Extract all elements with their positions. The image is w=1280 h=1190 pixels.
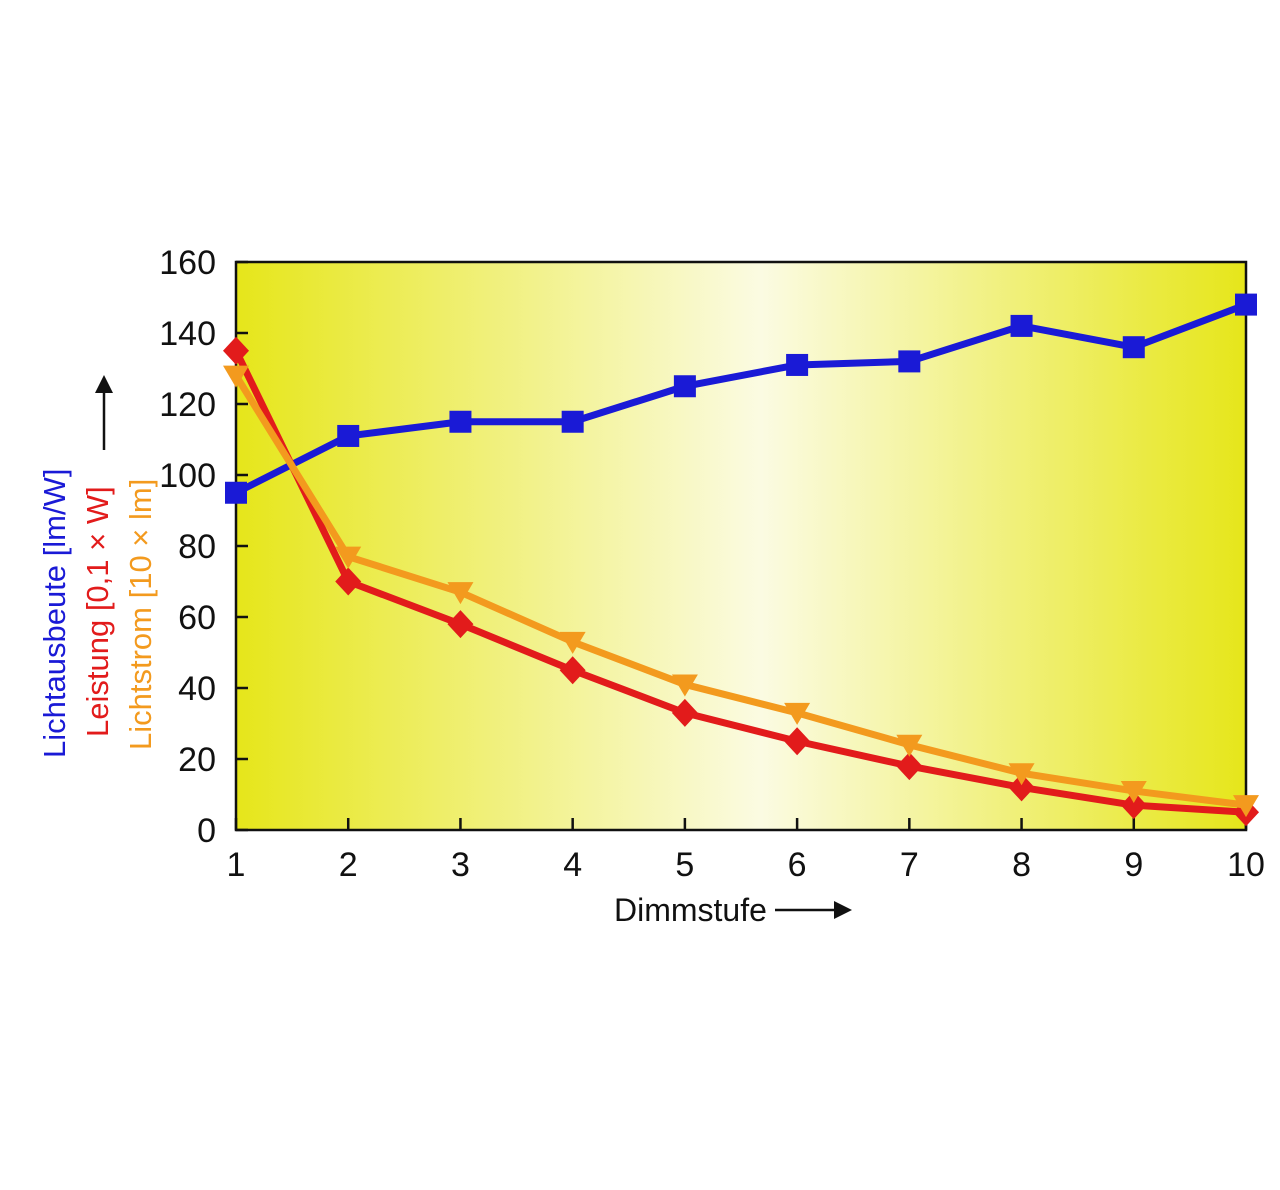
data-point bbox=[559, 656, 586, 685]
data-point bbox=[447, 610, 474, 639]
data-point bbox=[1233, 795, 1259, 818]
y-axis-label-luminous-flux: Lichtstrom [10 × lm] bbox=[123, 479, 158, 750]
x-ticks: 1 2 3 4 5 6 7 8 9 10 bbox=[227, 818, 1265, 884]
series-layer bbox=[223, 293, 1259, 827]
y-ticks: 0 20 40 60 80 100 120 140 160 bbox=[159, 244, 248, 850]
x-tick-label: 6 bbox=[788, 846, 807, 884]
y-tick-label: 160 bbox=[159, 244, 216, 282]
x-tick-label: 5 bbox=[675, 846, 694, 884]
y-tick-label: 20 bbox=[178, 741, 216, 779]
data-point bbox=[673, 375, 696, 398]
y-axis-label-power: Leistung [0,1 × W] bbox=[80, 486, 115, 737]
y-tick-label: 120 bbox=[159, 386, 216, 424]
series-line bbox=[233, 373, 1247, 809]
data-point bbox=[1120, 780, 1147, 803]
plot-area bbox=[234, 260, 1248, 832]
data-point bbox=[335, 546, 362, 569]
data-point bbox=[1010, 314, 1033, 337]
x-tick-label: 2 bbox=[339, 846, 358, 884]
data-point bbox=[898, 350, 921, 373]
data-point bbox=[1120, 791, 1147, 820]
data-point bbox=[223, 336, 249, 365]
data-point bbox=[337, 424, 360, 447]
data-point bbox=[896, 734, 923, 757]
x-axis-arrow bbox=[775, 901, 852, 919]
x-tick-label: 3 bbox=[451, 846, 470, 884]
series-line bbox=[232, 349, 1247, 816]
data-point bbox=[223, 365, 249, 388]
y-tick-label: 100 bbox=[159, 457, 216, 495]
x-tick-label: 9 bbox=[1124, 846, 1143, 884]
y-tick-label: 0 bbox=[197, 812, 216, 850]
data-point bbox=[449, 410, 472, 433]
y-axis-arrow bbox=[95, 375, 113, 450]
data-point bbox=[784, 702, 811, 725]
y-axis-label-luminous-efficacy: Lichtausbeute [lm/W] bbox=[37, 469, 72, 758]
data-point bbox=[786, 353, 809, 376]
y-tick-label: 140 bbox=[159, 315, 216, 353]
data-point bbox=[1008, 763, 1035, 786]
x-tick-label: 1 bbox=[227, 846, 246, 884]
data-point bbox=[1122, 336, 1145, 359]
data-point bbox=[671, 698, 698, 727]
data-point bbox=[559, 631, 586, 654]
x-tick-label: 4 bbox=[563, 846, 582, 884]
y-tick-label: 80 bbox=[178, 528, 216, 566]
data-point bbox=[784, 727, 811, 756]
series-0 bbox=[225, 293, 1257, 504]
y-tick-label: 40 bbox=[178, 670, 216, 708]
x-tick-label: 10 bbox=[1227, 846, 1265, 884]
data-point bbox=[225, 481, 247, 504]
series-2 bbox=[223, 365, 1259, 818]
series-line bbox=[234, 301, 1248, 496]
x-axis-label: Dimmstufe bbox=[614, 892, 767, 928]
data-point bbox=[1235, 293, 1257, 316]
x-tick-label: 8 bbox=[1012, 846, 1031, 884]
data-point bbox=[335, 567, 362, 596]
x-tick-label: 7 bbox=[900, 846, 919, 884]
data-point bbox=[1008, 773, 1035, 802]
series-1 bbox=[223, 336, 1259, 827]
data-point bbox=[447, 582, 474, 605]
data-point bbox=[896, 752, 923, 781]
y-tick-label: 60 bbox=[178, 599, 216, 637]
data-point bbox=[671, 674, 698, 697]
data-point bbox=[561, 410, 584, 433]
